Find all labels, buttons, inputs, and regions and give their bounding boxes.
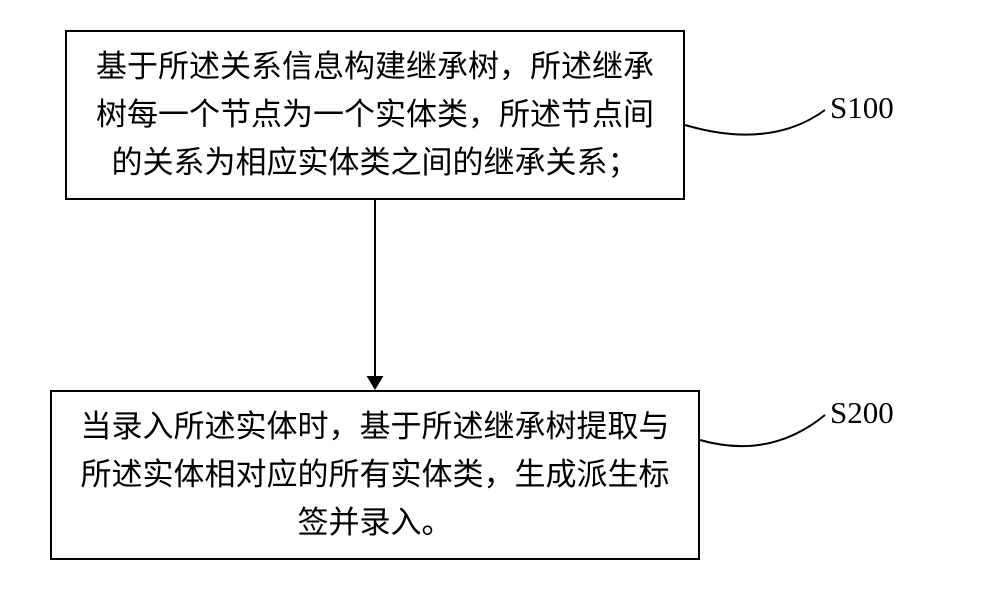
callout-curve-s200 [700, 415, 825, 446]
flow-node-s100: 基于所述关系信息构建继承树，所述继承树每一个节点为一个实体类，所述节点间的关系为… [65, 30, 685, 200]
flowchart-canvas: 基于所述关系信息构建继承树，所述继承树每一个节点为一个实体类，所述节点间的关系为… [0, 0, 1000, 607]
callout-curve-s100 [685, 110, 825, 135]
flow-node-s200: 当录入所述实体时，基于所述继承树提取与所述实体相对应的所有实体类，生成派生标签并… [50, 390, 700, 560]
step-label-s200: S200 [830, 395, 894, 431]
edge-arrow-s100-s200 [367, 200, 384, 390]
arrowhead-icon [367, 376, 384, 390]
step-label-s100: S100 [830, 90, 894, 126]
